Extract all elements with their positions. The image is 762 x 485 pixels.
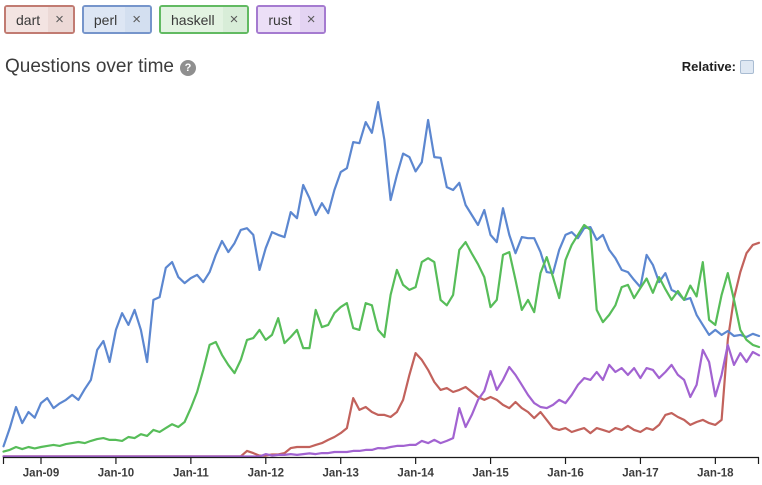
series-line-perl — [2, 100, 761, 448]
x-axis-tick-label: Jan-17 — [622, 468, 658, 480]
tag-chip-haskell[interactable]: haskell × — [159, 5, 250, 34]
page-title: Questions over time ? — [5, 56, 196, 78]
tag-label: dart — [6, 7, 49, 32]
x-axis-tick-label: Jan-11 — [173, 468, 209, 480]
x-axis-tick-label: Jan-13 — [323, 468, 359, 480]
series-line-haskell — [2, 223, 761, 453]
tag-chip-rust[interactable]: rust × — [256, 5, 327, 34]
x-axis-tick-label: Jan-09 — [23, 468, 59, 480]
page-title-text: Questions over time — [5, 56, 174, 77]
remove-tag-icon[interactable]: × — [125, 7, 151, 32]
x-axis-tick-label: Jan-18 — [697, 468, 734, 480]
relative-label: Relative: — [681, 59, 736, 74]
tag-chip-list: dart × perl × haskell × rust × — [4, 5, 327, 34]
tag-chip-dart[interactable]: dart × — [4, 5, 75, 34]
tag-label: perl — [83, 7, 126, 32]
relative-control: Relative: — [682, 59, 754, 74]
series-line-dart — [2, 241, 761, 458]
chart-header: Questions over time ? Relative: — [5, 56, 754, 78]
x-axis-tick-label: Jan-16 — [547, 468, 583, 480]
tag-chip-perl[interactable]: perl × — [81, 5, 153, 34]
remove-tag-icon[interactable]: × — [222, 7, 248, 32]
x-axis-tick-label: Jan-15 — [472, 468, 509, 480]
series-line-rust — [2, 343, 761, 458]
x-axis-tick-label: Jan-14 — [397, 468, 434, 480]
x-axis-tick-label: Jan-10 — [98, 468, 134, 480]
remove-tag-icon[interactable]: × — [48, 7, 73, 32]
relative-checkbox[interactable] — [740, 59, 754, 74]
help-icon[interactable]: ? — [179, 60, 196, 76]
remove-tag-icon[interactable]: × — [299, 7, 325, 32]
tag-label: rust — [258, 7, 300, 32]
x-axis-tick-label: Jan-12 — [248, 468, 284, 480]
tag-label: haskell — [161, 7, 223, 32]
